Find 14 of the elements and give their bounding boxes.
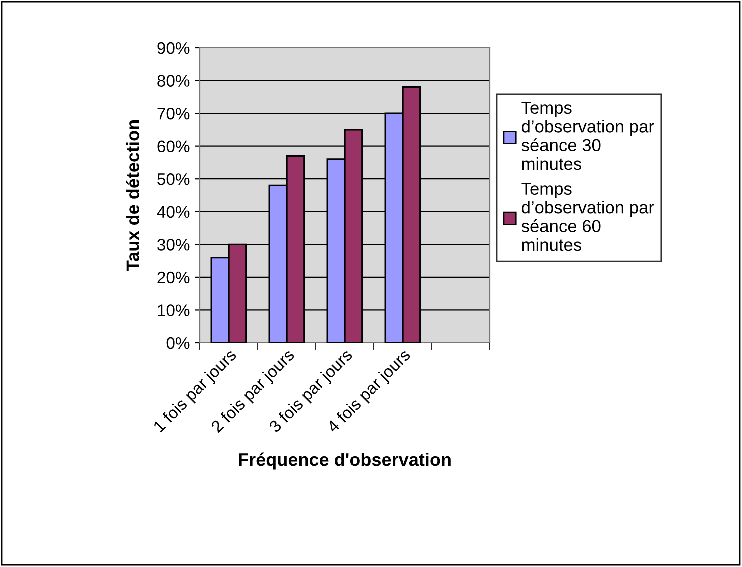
y-tick-label: 60% [158,140,190,153]
y-tick-label: 0% [166,337,190,350]
y-tick-label: 40% [157,206,190,218]
y-tick-label: 30% [158,239,190,251]
y-tick-label: 20% [158,272,190,284]
y-axis-title: Taux de détection [126,120,140,272]
y-tick-label: 50% [158,174,190,186]
y-tick-label: 90% [158,42,190,54]
legend-label: Temps d’observation par séance 30 minutes [522,102,654,170]
y-tick-label: 80% [158,75,190,87]
legend-label: Temps d’observation par séance 60 minutes [522,182,654,252]
y-tick-label: 10% [158,304,190,316]
y-tick-label: 70% [158,108,190,120]
x-axis-title: Fréquence d'observation [239,452,451,470]
